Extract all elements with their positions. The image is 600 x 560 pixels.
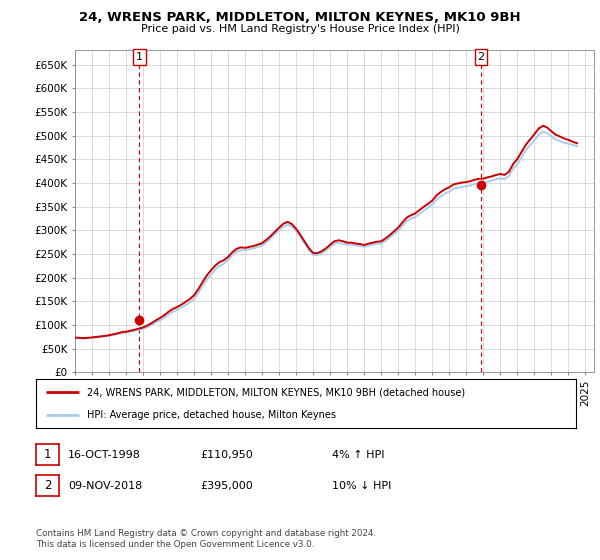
Text: £110,950: £110,950 (200, 450, 253, 460)
Text: 24, WRENS PARK, MIDDLETON, MILTON KEYNES, MK10 9BH: 24, WRENS PARK, MIDDLETON, MILTON KEYNES… (79, 11, 521, 24)
Text: 16-OCT-1998: 16-OCT-1998 (68, 450, 140, 460)
Text: £395,000: £395,000 (200, 480, 253, 491)
Text: 09-NOV-2018: 09-NOV-2018 (68, 480, 142, 491)
Text: 2: 2 (477, 52, 484, 62)
Text: HPI: Average price, detached house, Milton Keynes: HPI: Average price, detached house, Milt… (88, 410, 337, 420)
Text: 4% ↑ HPI: 4% ↑ HPI (332, 450, 385, 460)
Text: 1: 1 (136, 52, 143, 62)
Text: Price paid vs. HM Land Registry's House Price Index (HPI): Price paid vs. HM Land Registry's House … (140, 24, 460, 34)
Text: 24, WRENS PARK, MIDDLETON, MILTON KEYNES, MK10 9BH (detached house): 24, WRENS PARK, MIDDLETON, MILTON KEYNES… (88, 388, 466, 398)
Text: Contains HM Land Registry data © Crown copyright and database right 2024.
This d: Contains HM Land Registry data © Crown c… (36, 529, 376, 549)
Text: 10% ↓ HPI: 10% ↓ HPI (332, 480, 391, 491)
Text: 1: 1 (44, 448, 51, 461)
Text: 2: 2 (44, 479, 51, 492)
